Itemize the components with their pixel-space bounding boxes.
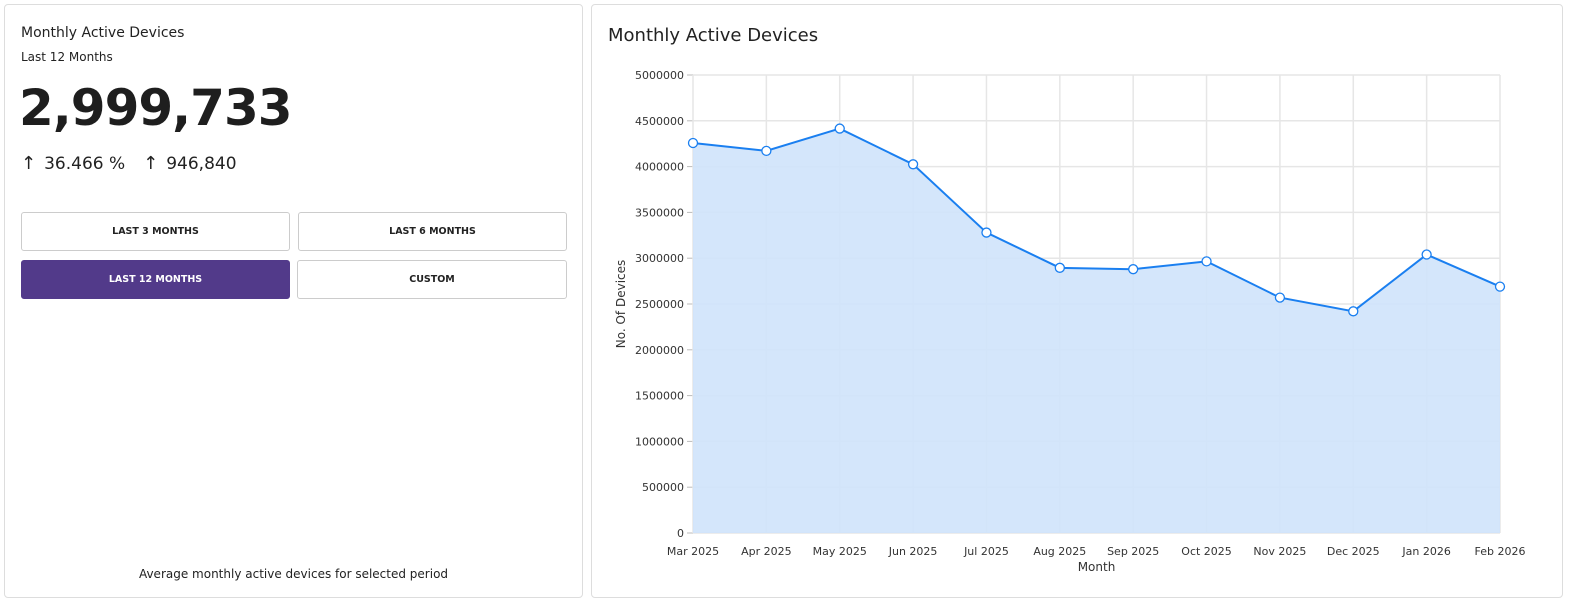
last-6-months-button[interactable]: LAST 6 MONTHS <box>298 212 567 251</box>
last-3-months-button[interactable]: LAST 3 MONTHS <box>21 212 290 251</box>
data-point[interactable] <box>1201 256 1212 267</box>
y-tick-label: 500000 <box>642 481 684 494</box>
data-point[interactable] <box>1494 281 1506 292</box>
x-tick-label: Jun 2025 <box>888 545 938 558</box>
change-percent: 36.466 % <box>44 154 126 174</box>
x-tick-label: Aug 2025 <box>1033 545 1086 558</box>
y-tick-label: 5000000 <box>635 69 684 82</box>
x-tick-label: Apr 2025 <box>741 545 792 558</box>
summary-period: Last 12 Months <box>21 50 113 64</box>
arrow-up-icon: ↑ <box>143 153 159 174</box>
custom-button[interactable]: CUSTOM <box>297 260 567 299</box>
summary-footnote: Average monthly active devices for selec… <box>138 567 449 581</box>
y-tick-label: 1500000 <box>635 390 684 403</box>
summary-value: 2,999,733 <box>19 79 293 137</box>
y-tick-label: 3500000 <box>635 206 684 219</box>
change-absolute: 946,840 <box>166 154 237 174</box>
data-point[interactable] <box>907 159 919 170</box>
summary-changes: ↑ 36.466 % ↑ 946,840 <box>21 153 237 174</box>
x-tick-label: Jul 2025 <box>963 545 1009 558</box>
x-tick-label: Mar 2025 <box>667 545 719 558</box>
x-tick-label: Nov 2025 <box>1253 545 1306 558</box>
data-point[interactable] <box>687 137 699 149</box>
y-tick-label: 4000000 <box>635 161 684 174</box>
x-tick-label: May 2025 <box>813 545 867 558</box>
arrow-up-icon: ↑ <box>21 153 37 174</box>
chart-title: Monthly Active Devices <box>608 25 819 46</box>
data-point[interactable] <box>1348 306 1359 317</box>
y-tick-label: 3000000 <box>635 252 684 265</box>
chart-card: Monthly Active Devices 0 500000 1000000 150… <box>591 4 1563 598</box>
x-tick-label: Jan 2026 <box>1401 545 1450 558</box>
summary-card: Monthly Active Devices Last 12 Months 2,… <box>4 4 583 598</box>
area-fill <box>693 128 1500 533</box>
y-axis-label: No. Of Devices <box>614 260 628 349</box>
x-tick-label: Feb 2026 <box>1475 545 1526 558</box>
data-point[interactable] <box>981 227 992 238</box>
x-axis-label: Month <box>1078 560 1116 574</box>
x-tick-label: Sep 2025 <box>1107 545 1159 558</box>
x-tick-label: Oct 2025 <box>1181 545 1232 558</box>
last-12-months-button[interactable]: LAST 12 MONTHS <box>21 260 290 299</box>
summary-title: Monthly Active Devices <box>21 25 185 41</box>
data-point[interactable] <box>1128 264 1139 275</box>
data-point[interactable] <box>761 145 772 156</box>
series-line <box>692 127 1501 313</box>
data-point[interactable] <box>1274 292 1286 303</box>
data-point[interactable] <box>1421 249 1432 260</box>
x-tick-label: Dec 2025 <box>1327 545 1380 558</box>
area-chart: 0 500000 1000000 1500000 2000000 2500000 30000… <box>614 69 1526 574</box>
y-tick-label: 2500000 <box>635 298 684 311</box>
y-tick-label: 4500000 <box>635 115 684 128</box>
y-tick-label: 0 <box>677 527 684 540</box>
y-tick-label: 1000000 <box>635 435 684 448</box>
data-point[interactable] <box>834 123 845 134</box>
y-tick-label: 2000000 <box>635 344 684 357</box>
data-point[interactable] <box>1054 262 1065 273</box>
